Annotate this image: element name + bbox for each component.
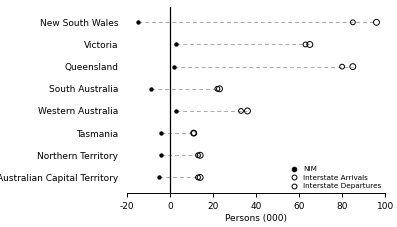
Point <box>171 65 177 69</box>
Point <box>373 20 380 24</box>
X-axis label: Persons (000): Persons (000) <box>225 214 287 223</box>
Point <box>306 43 313 46</box>
Point <box>350 65 356 69</box>
Legend: NIM, Interstate Arrivals, Interstate Departures: NIM, Interstate Arrivals, Interstate Dep… <box>287 166 382 189</box>
Point <box>148 87 154 91</box>
Point <box>197 176 203 179</box>
Point <box>158 131 165 135</box>
Point <box>195 153 201 157</box>
Point <box>238 109 244 113</box>
Point <box>197 153 203 157</box>
Point <box>191 131 197 135</box>
Point <box>214 87 221 91</box>
Point <box>339 65 345 69</box>
Point <box>135 20 141 24</box>
Point <box>303 43 309 46</box>
Point <box>191 131 197 135</box>
Point <box>216 87 223 91</box>
Point <box>244 109 251 113</box>
Point <box>156 176 162 179</box>
Point <box>158 153 165 157</box>
Point <box>173 109 180 113</box>
Point <box>350 20 356 24</box>
Point <box>173 43 180 46</box>
Point <box>195 176 201 179</box>
